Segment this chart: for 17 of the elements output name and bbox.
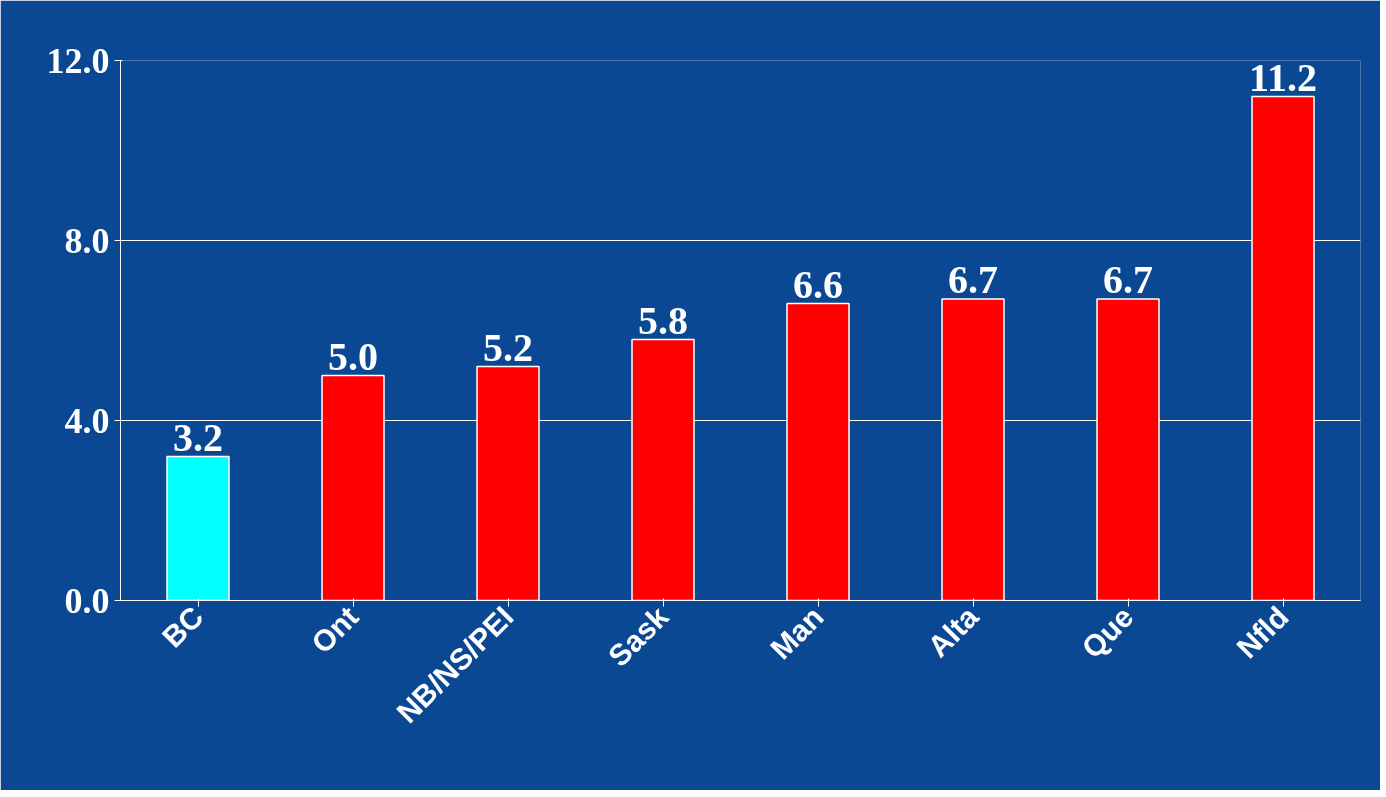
y-tick-label: 0.0 bbox=[64, 580, 110, 621]
data-label: 3.2 bbox=[173, 414, 223, 460]
y-tick-label: 12.0 bbox=[46, 40, 110, 81]
data-label: 5.8 bbox=[638, 297, 688, 343]
x-tick-label: Alta bbox=[921, 599, 985, 664]
x-tick-label: Man bbox=[763, 599, 830, 666]
x-tick-label: Que bbox=[1075, 599, 1140, 665]
y-tick-label: 8.0 bbox=[64, 220, 110, 261]
y-tick-label: 4.0 bbox=[64, 400, 110, 441]
x-tick-label: Ont bbox=[304, 599, 365, 660]
data-label: 6.6 bbox=[793, 261, 843, 307]
data-label: 6.7 bbox=[1103, 257, 1153, 302]
x-tick-label: BC bbox=[155, 599, 210, 654]
data-label: 6.7 bbox=[948, 257, 998, 302]
data-label: 5.2 bbox=[483, 324, 533, 370]
data-label: 5.0 bbox=[328, 333, 378, 379]
data-label: 11.2 bbox=[1249, 54, 1317, 100]
